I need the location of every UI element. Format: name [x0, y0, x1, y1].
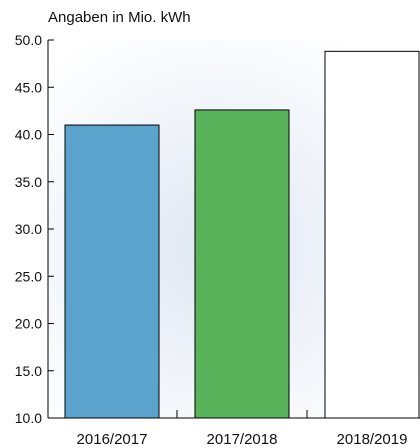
y-tick-label: 20.0 — [15, 316, 42, 332]
y-tick-label: 50.0 — [15, 32, 42, 48]
x-category-label: 2018/2019 — [337, 431, 408, 448]
bar-2017-2018 — [194, 109, 290, 419]
y-tick-label: 15.0 — [15, 363, 42, 379]
bars — [64, 50, 420, 419]
x-category-label: 2017/2018 — [207, 431, 278, 448]
y-tick-label: 10.0 — [15, 410, 42, 426]
y-tick-label: 35.0 — [15, 174, 42, 190]
y-tick-label: 25.0 — [15, 268, 42, 284]
x-category-label: 2016/2017 — [77, 431, 148, 448]
y-tick-label: 40.0 — [15, 127, 42, 143]
y-axis-ticks: 10.0 15.0 20.0 25.0 30.0 35.0 40.0 45.0 50.0 — [15, 32, 54, 426]
bar-2018-2019 — [324, 50, 420, 419]
y-tick-label: 45.0 — [15, 79, 42, 95]
unit-label: Angaben in Mio. kWh — [48, 9, 191, 26]
x-axis-ticks — [176, 410, 308, 418]
bar-2016-2017 — [64, 124, 160, 419]
y-tick-label: 30.0 — [15, 221, 42, 237]
x-axis-labels: 2016/2017 2017/2018 2018/2019 — [77, 431, 408, 448]
